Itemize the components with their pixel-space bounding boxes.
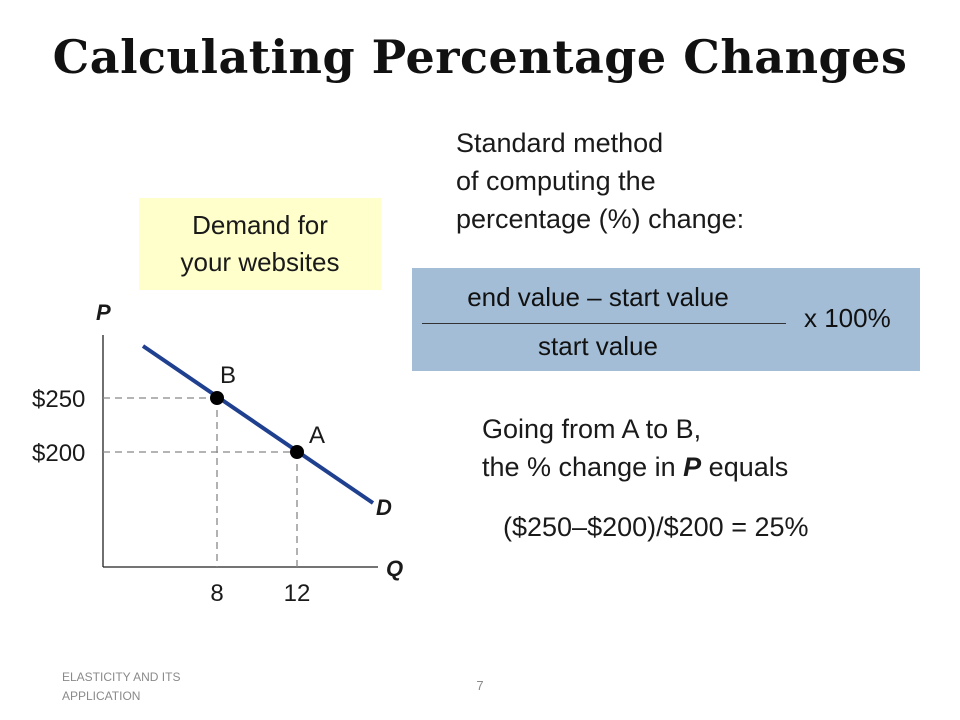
going-from-a-to-b-text: Going from A to B, the % change in P equ…: [482, 410, 902, 486]
formula-numerator: end value – start value: [467, 282, 729, 312]
point-a: [290, 445, 304, 459]
page-number: 7: [476, 678, 484, 693]
slide-title: Calculating Percentage Changes: [52, 30, 908, 84]
formula-multiplier: x 100%: [804, 303, 891, 333]
demand-label-box: Demand for your websites: [139, 198, 381, 290]
quantity-label-12: 12: [284, 580, 311, 607]
y-axis-label: P: [96, 300, 111, 325]
footer-line-2: APPLICATION: [62, 689, 141, 703]
point-a-label: A: [309, 422, 325, 449]
footer-chapter-title: ELASTICITY AND ITS APPLICATION: [62, 668, 222, 706]
price-label-200: $200: [32, 440, 85, 467]
demand-curve: [141, 344, 375, 505]
going-line-2: the % change in P equals: [482, 448, 902, 486]
x-axis-label: Q: [386, 556, 403, 581]
curve-label: D: [376, 495, 392, 520]
point-b-label: B: [220, 362, 236, 389]
going-line-2-variable: P: [683, 452, 702, 482]
going-line-2-suffix: equals: [701, 452, 789, 482]
point-b: [210, 391, 224, 405]
going-line-1: Going from A to B,: [482, 414, 702, 444]
standard-method-line-2: of computing the: [456, 166, 656, 196]
footer-line-1: ELASTICITY AND ITS: [62, 670, 181, 684]
standard-method-line-1: Standard method: [456, 128, 664, 158]
price-label-250: $250: [32, 386, 85, 413]
demand-label-line-1: Demand for: [192, 210, 328, 240]
formula-denominator: start value: [538, 331, 658, 361]
demand-label-line-2: your websites: [180, 247, 340, 277]
formula-box: end value – start value start value x 10…: [412, 268, 920, 371]
percent-change-calculation: ($250–$200)/$200 = 25%: [503, 512, 809, 542]
quantity-label-8: 8: [210, 580, 223, 607]
going-line-2-prefix: the % change in: [482, 452, 684, 482]
standard-method-text: Standard method of computing the percent…: [456, 124, 856, 238]
standard-method-line-3: percentage (%) change:: [456, 204, 745, 234]
formula-fraction-line: [422, 323, 786, 324]
